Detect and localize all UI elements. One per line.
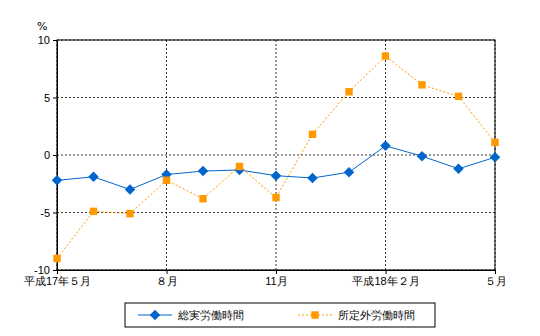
series-marker	[163, 177, 170, 184]
legend-marker	[311, 311, 318, 318]
legend-marker	[150, 310, 160, 320]
y-axis-line	[53, 41, 58, 271]
series-marker	[309, 131, 316, 138]
x-tick: 11月	[265, 270, 287, 287]
x-tick-label: 平成17年５月	[24, 275, 91, 287]
series-line	[57, 56, 495, 258]
y-tick: -5	[40, 207, 57, 219]
y-tick-mark	[53, 270, 57, 271]
series-marker	[198, 166, 208, 176]
legend: 総実労働時間 所定外労働時間	[125, 303, 435, 327]
series-marker	[455, 93, 462, 100]
x-grid-line	[166, 40, 167, 270]
y-tick-label: 0	[44, 149, 50, 161]
series-marker	[491, 139, 498, 146]
series-marker	[53, 255, 60, 262]
y-grid-line	[57, 155, 495, 156]
series-marker	[272, 194, 279, 201]
marks	[52, 52, 500, 262]
x-axis: 平成17年５月 ８月 11月 平成18年２月 ５月	[24, 270, 507, 287]
x-tick-label: 11月	[265, 275, 287, 287]
x-grid-line	[276, 40, 277, 270]
x-tick-label: ８月	[156, 275, 178, 287]
series-marker	[453, 164, 463, 174]
series-marker	[271, 170, 281, 180]
series-marker	[125, 184, 135, 194]
x-tick: ５月	[485, 270, 507, 287]
plot-frame	[57, 40, 495, 270]
series-marker	[344, 167, 354, 177]
series-marker	[418, 81, 425, 88]
legend-label: 所定外労働時間	[338, 309, 415, 322]
series-marker	[345, 88, 352, 95]
y-tick-label: -5	[40, 207, 50, 219]
legend-box	[125, 303, 435, 327]
x-tick: 平成17年５月	[24, 270, 91, 287]
y-tick-mark	[53, 40, 57, 41]
x-grid-line	[385, 40, 386, 270]
series-marker	[52, 175, 62, 185]
x-tick-mark	[495, 270, 496, 274]
series-marker	[307, 173, 317, 183]
series-line	[57, 146, 495, 190]
series-marker	[88, 172, 98, 182]
x-tick-mark	[167, 270, 168, 274]
series-marker	[382, 52, 389, 59]
y-tick-label: 5	[44, 92, 50, 104]
x-tick: ８月	[156, 270, 178, 287]
grid	[57, 40, 495, 270]
chart-svg: -10-50510平成17年５月８月11月平成18年２月５月%総実労働時間所定外…	[0, 0, 540, 336]
y-tick: 0	[44, 149, 57, 161]
series-marker	[417, 151, 427, 161]
series-marker	[490, 152, 500, 162]
y-tick: 10	[38, 34, 57, 46]
series-marker	[90, 208, 97, 215]
y-axis: -10-50510	[34, 34, 57, 276]
x-tick: 平成18年２月	[352, 270, 419, 287]
x-axis-line	[58, 271, 496, 275]
series-marker	[236, 163, 243, 170]
series-marker	[126, 210, 133, 217]
series-marker	[199, 195, 206, 202]
x-tick-label: 平成18年２月	[352, 275, 419, 287]
y-tick-mark	[53, 213, 57, 214]
legend-label: 総実労働時間	[177, 309, 244, 322]
x-tick-label: ５月	[485, 275, 507, 287]
series-marker	[380, 141, 390, 151]
y-tick-mark	[53, 155, 57, 156]
y-tick-mark	[53, 98, 57, 99]
y-tick-label: 10	[38, 34, 50, 46]
x-tick-mark	[386, 270, 387, 274]
y-axis-label: %	[37, 20, 47, 33]
chart-container: -10-50510平成17年５月８月11月平成18年２月５月%総実労働時間所定外…	[0, 0, 540, 336]
x-tick-mark	[57, 270, 58, 274]
x-tick-mark	[276, 270, 277, 274]
y-tick: 5	[44, 92, 57, 104]
